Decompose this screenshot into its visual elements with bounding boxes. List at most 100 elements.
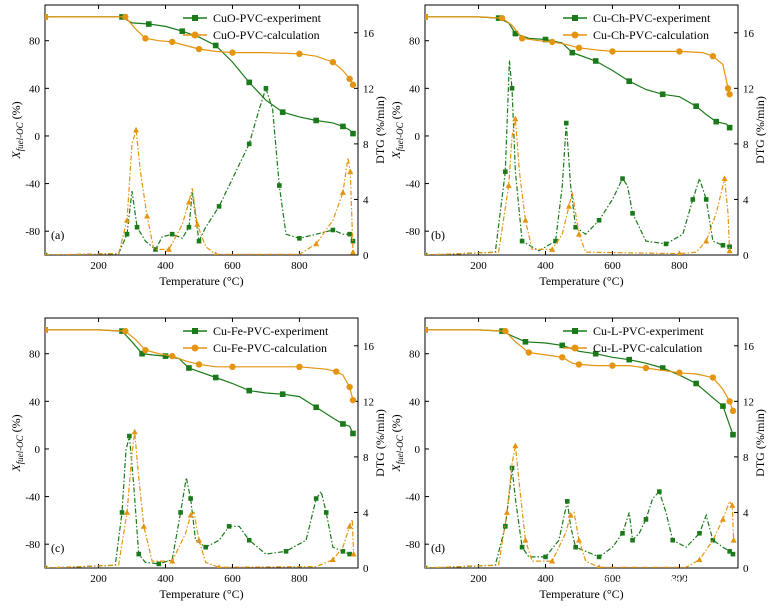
data-point — [670, 537, 676, 543]
data-point — [720, 403, 726, 409]
data-point — [563, 120, 569, 126]
data-point — [313, 496, 319, 501]
x-tick-label: 600 — [224, 573, 241, 585]
data-point — [186, 224, 192, 230]
data-point — [169, 38, 176, 46]
y-left-axis-title-unit: (%) — [389, 414, 403, 435]
data-point — [564, 499, 570, 504]
x-axis-title: Temperature (°C) — [539, 587, 623, 601]
data-point — [329, 556, 336, 563]
data-point — [676, 250, 682, 255]
data-point — [195, 537, 202, 543]
legend-marker — [571, 31, 579, 39]
data-point — [721, 175, 728, 182]
y-right-tick-label: 16 — [363, 341, 375, 353]
panel-label: (d) — [431, 541, 445, 555]
chart-panel-1: 200 400 600 800-80-40040800481216Temperatur… — [9, 4, 387, 288]
data-point — [512, 30, 519, 37]
y-left-tick-label: -80 — [405, 226, 420, 238]
data-point — [726, 91, 733, 98]
series-line-conversion — [45, 16, 354, 135]
data-point — [349, 81, 357, 88]
legend-entry: Cu-Ch-PVC-calculation — [593, 28, 709, 42]
y-left-axis-title-symbol: X — [389, 151, 403, 160]
data-point — [179, 28, 186, 34]
data-point — [719, 516, 726, 522]
data-point — [296, 363, 303, 371]
data-point — [186, 365, 192, 371]
data-point — [676, 48, 683, 55]
data-point — [349, 396, 357, 404]
x-tick-label: 600 — [224, 260, 241, 272]
data-point — [729, 502, 736, 508]
data-point — [425, 251, 427, 255]
data-point — [277, 183, 282, 188]
data-point — [596, 217, 602, 223]
x-tick-label: 800 — [671, 260, 688, 272]
data-point — [350, 430, 356, 437]
y-left-axis-title: Xfuel-OC (%) — [389, 414, 405, 472]
y-left-axis-title-symbol: X — [389, 464, 403, 473]
y-left-tick-label: 80 — [29, 36, 41, 48]
data-point — [340, 421, 346, 427]
data-point — [620, 530, 625, 536]
y-left-tick-label: 40 — [409, 396, 421, 408]
y-right-tick-label: 8 — [363, 452, 369, 464]
data-point — [313, 404, 319, 411]
data-point — [522, 537, 529, 543]
data-point — [162, 353, 169, 359]
y-left-axis-title: Xfuel-OC (%) — [9, 101, 25, 159]
data-point — [726, 247, 733, 254]
data-point — [724, 85, 732, 92]
y-left-tick-label: 0 — [415, 444, 421, 456]
plot-frame — [424, 317, 739, 569]
data-point — [347, 551, 352, 557]
data-point — [346, 523, 353, 529]
data-point — [729, 407, 737, 415]
data-point — [142, 346, 149, 354]
data-point — [425, 565, 428, 568]
series-line-dtg — [425, 445, 735, 568]
y-left-tick-label: 0 — [35, 131, 41, 143]
data-point — [592, 350, 599, 357]
data-point — [592, 58, 599, 64]
data-point — [659, 365, 666, 371]
data-point — [323, 510, 329, 515]
data-point — [643, 517, 649, 522]
data-point — [347, 231, 352, 237]
data-point — [519, 544, 525, 550]
data-point — [596, 554, 602, 560]
x-tick-label: 800 — [291, 573, 308, 585]
x-tick-label: 200 — [90, 260, 107, 272]
series-line-dtg — [425, 467, 734, 568]
x-tick-label: 200 — [470, 573, 487, 585]
data-point — [350, 130, 356, 137]
y-right-tick-label: 16 — [363, 28, 375, 40]
data-point — [703, 237, 710, 244]
x-tick-label: 800 — [291, 260, 308, 272]
y-left-tick-label: -40 — [25, 492, 40, 504]
data-point — [693, 380, 699, 387]
data-point — [519, 238, 525, 244]
data-point — [124, 231, 130, 237]
series-line-dtg — [45, 129, 354, 255]
y-left-axis-title-unit: (%) — [9, 101, 23, 122]
data-point — [196, 238, 202, 244]
data-point — [642, 364, 650, 372]
series-line-dtg — [45, 86, 354, 255]
data-point — [45, 565, 48, 568]
legend-marker — [191, 344, 199, 352]
data-point — [165, 246, 172, 252]
legend-entry: CuO-PVC-experiment — [213, 11, 322, 25]
data-point — [567, 512, 574, 518]
data-point — [504, 509, 511, 515]
data-point — [45, 251, 47, 255]
data-point — [195, 45, 203, 53]
panel-label: (a) — [51, 228, 64, 242]
y-left-tick-label: 80 — [29, 349, 41, 361]
series-line-conversion — [425, 329, 734, 435]
x-tick-label: 400 — [537, 573, 554, 585]
series-line-dtg — [425, 60, 730, 255]
data-point — [549, 38, 556, 46]
